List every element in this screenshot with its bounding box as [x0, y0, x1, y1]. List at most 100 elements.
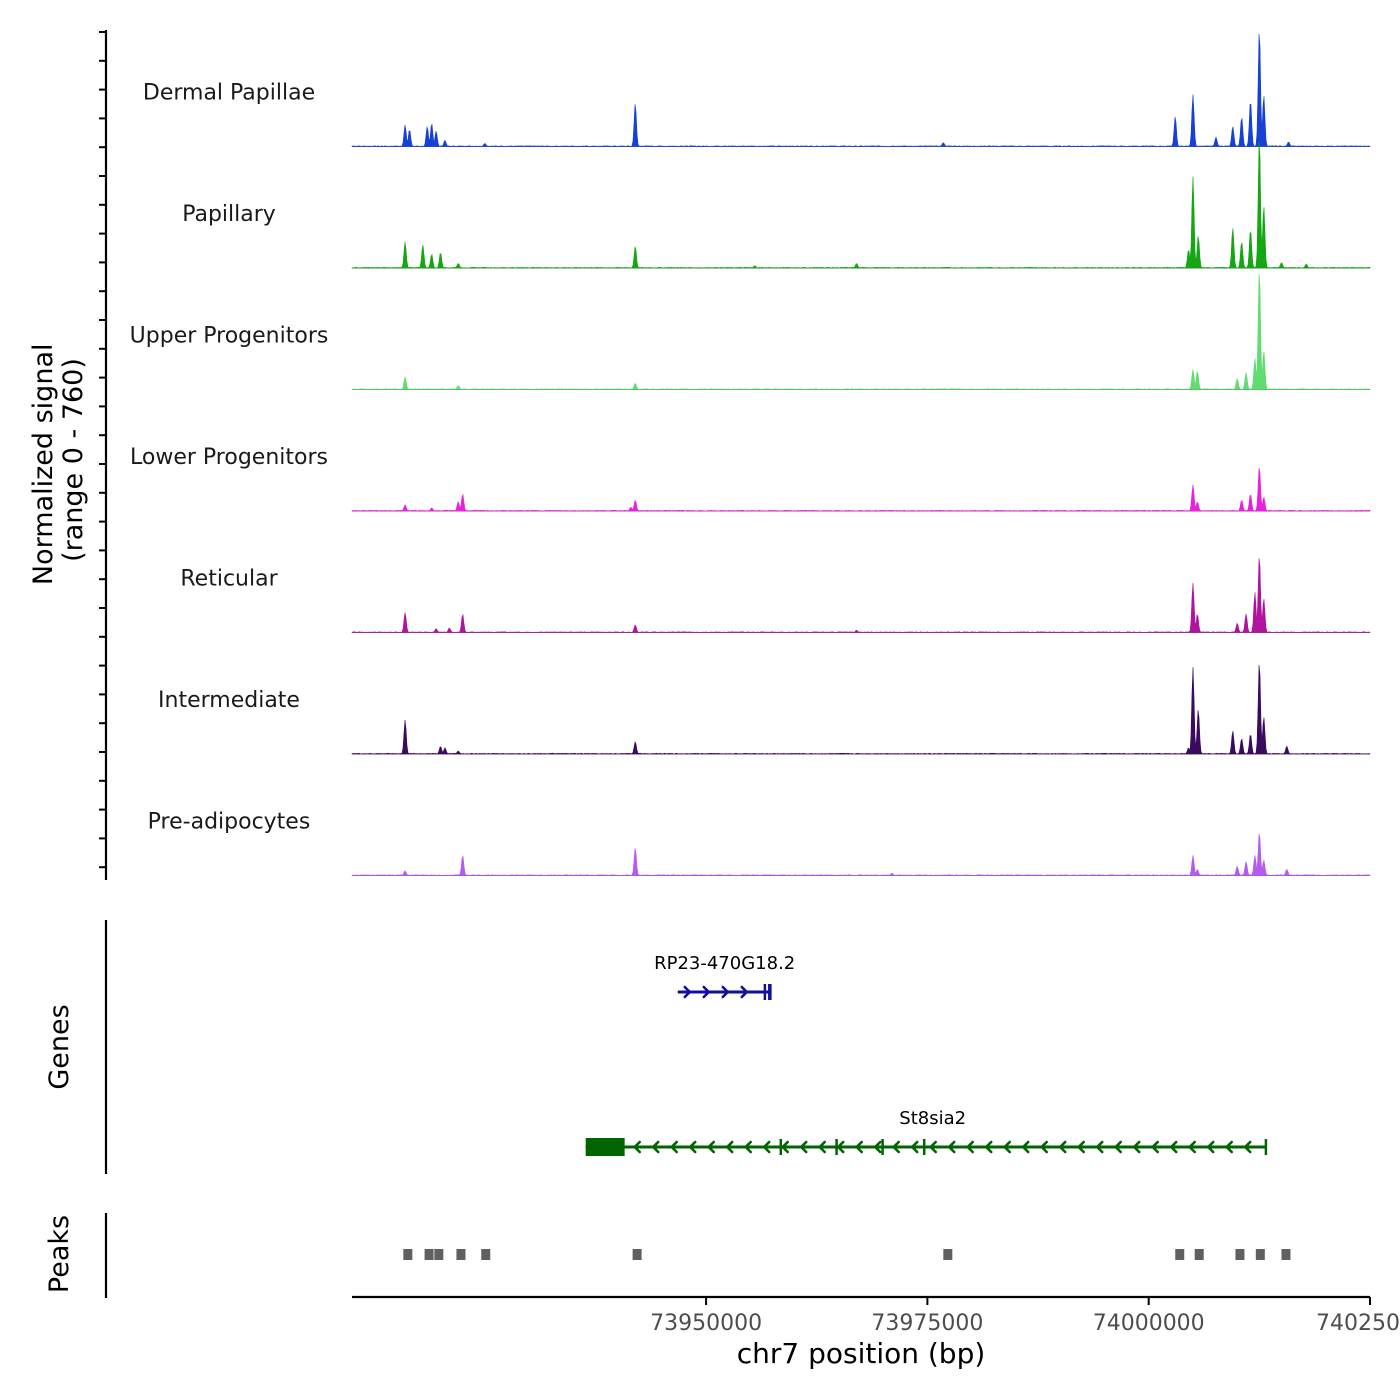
- coverage-signal-area: [351, 558, 1371, 633]
- genes-panel: Genes RP23-470G18.2 St8sia2: [44, 920, 1268, 1174]
- gene-strand-arrow: [1187, 1140, 1196, 1154]
- coverage-track-label: Upper Progenitors: [130, 324, 329, 349]
- gene-exon: [1264, 1139, 1268, 1155]
- peak-region: [456, 1249, 466, 1260]
- gene-name-label: RP23-470G18.2: [654, 953, 795, 974]
- gene-strand-arrow: [1113, 1140, 1122, 1154]
- peak-region: [1281, 1249, 1291, 1260]
- gene-strand-arrow: [725, 1140, 734, 1154]
- gene-models: RP23-470G18.2 St8sia2: [585, 953, 1268, 1156]
- peak-region: [481, 1249, 491, 1260]
- coverage-signal-area: [351, 467, 1371, 512]
- peak-region: [632, 1249, 642, 1260]
- coverage-y-ticks: [99, 31, 106, 869]
- coverage-signal-area: [351, 142, 1371, 269]
- coverage-track: Dermal Papillae: [143, 33, 1371, 147]
- gene-strand-arrow: [1150, 1140, 1159, 1154]
- peak-region: [1175, 1249, 1185, 1260]
- gene-strand-arrow: [836, 1140, 845, 1154]
- gene-strand-arrow: [1243, 1140, 1252, 1154]
- gene-strand-arrow: [1021, 1140, 1030, 1154]
- gene-model: St8sia2: [585, 1108, 1268, 1156]
- gene-strand-arrow: [688, 1140, 697, 1154]
- gene-strand-arrow: [762, 1140, 771, 1154]
- gene-exon: [768, 984, 772, 1000]
- peak-region: [1194, 1249, 1204, 1260]
- peaks-panel: Peaks: [44, 1213, 1291, 1298]
- coverage-track: Reticular: [180, 558, 1371, 633]
- gene-strand-arrow: [632, 1140, 641, 1154]
- gene-strand-arrow: [891, 1140, 900, 1154]
- gene-strand-arrow: [1169, 1140, 1178, 1154]
- gene-strand-arrow: [910, 1140, 919, 1154]
- coverage-track: Papillary: [182, 142, 1371, 269]
- coverage-track-label: Reticular: [180, 567, 278, 592]
- gene-strand-arrow: [984, 1140, 993, 1154]
- x-axis-label: chr7 position (bp): [737, 1337, 986, 1370]
- gene-strand-arrow: [702, 985, 711, 999]
- gene-strand-arrow: [1206, 1140, 1215, 1154]
- gene-strand-arrow: [706, 1140, 715, 1154]
- x-axis-ticks: 73950000 73975000 74000000 740250: [650, 1297, 1400, 1336]
- coverage-track: Lower Progenitors: [130, 445, 1371, 512]
- x-axis-tick-label: 740250: [1316, 1311, 1400, 1336]
- coverage-signal-area: [351, 665, 1371, 755]
- gene-strand-arrow: [721, 985, 730, 999]
- peaks-panel-label: Peaks: [44, 1215, 75, 1293]
- gene-strand-arrow: [1002, 1140, 1011, 1154]
- gene-strand-arrow: [1058, 1140, 1067, 1154]
- gene-strand-arrow: [947, 1140, 956, 1154]
- gene-exon: [585, 1138, 625, 1156]
- coverage-y-axis-label: Normalized signal (range 0 - 760): [28, 335, 89, 585]
- coverage-tracks: Dermal Papillae Papillary Upper Progenitor…: [130, 33, 1371, 876]
- coverage-track: Intermediate: [158, 665, 1371, 755]
- coverage-track-label: Intermediate: [158, 688, 300, 713]
- coverage-track-label: Papillary: [182, 202, 276, 227]
- gene-exon: [763, 984, 767, 1000]
- gene-name-label: St8sia2: [899, 1108, 966, 1129]
- gene-strand-arrow: [1132, 1140, 1141, 1154]
- gene-strand-arrow: [1224, 1140, 1233, 1154]
- peak-region: [403, 1249, 413, 1260]
- gene-strand-arrow: [928, 1140, 937, 1154]
- coverage-panel: Normalized signal (range 0 - 760) Dermal…: [28, 30, 1371, 880]
- gene-strand-arrow: [743, 1140, 752, 1154]
- peak-regions: [403, 1249, 1291, 1260]
- x-axis-tick-label: 74000000: [1093, 1311, 1205, 1336]
- x-axis: 73950000 73975000 74000000 740250 chr7 posi…: [352, 1295, 1400, 1370]
- coverage-track-label: Pre-adipocytes: [148, 810, 311, 835]
- gene-exon: [881, 1139, 884, 1155]
- gene-model: RP23-470G18.2: [654, 953, 795, 1000]
- coverage-signal-area: [351, 273, 1371, 390]
- gene-strand-arrow: [780, 1140, 789, 1154]
- genes-panel-label: Genes: [44, 1004, 75, 1089]
- coverage-signal-area: [351, 33, 1371, 147]
- gene-strand-arrow: [817, 1140, 826, 1154]
- gene-strand-arrow: [1076, 1140, 1085, 1154]
- gene-exon: [835, 1139, 838, 1155]
- gene-strand-arrow: [740, 985, 749, 999]
- coverage-y-axis-label-line2: (range 0 - 760): [58, 358, 89, 562]
- gene-strand-arrow: [854, 1140, 863, 1154]
- peak-region: [424, 1249, 434, 1260]
- gene-strand-arrow: [799, 1140, 808, 1154]
- peak-region: [1235, 1249, 1245, 1260]
- peak-region: [434, 1249, 444, 1260]
- gene-strand-arrow: [965, 1140, 974, 1154]
- peak-region: [943, 1249, 953, 1260]
- gene-strand-arrow: [651, 1140, 660, 1154]
- coverage-track-label: Dermal Papillae: [143, 81, 315, 106]
- gene-strand-arrow: [1039, 1140, 1048, 1154]
- x-axis-tick-label: 73950000: [650, 1311, 762, 1336]
- gene-strand-arrow: [669, 1140, 678, 1154]
- coverage-track: Pre-adipocytes: [148, 810, 1371, 876]
- x-axis-tick-label: 73975000: [871, 1311, 983, 1336]
- coverage-track: Upper Progenitors: [130, 273, 1371, 390]
- coverage-y-axis-label-line1: Normalized signal: [28, 344, 59, 586]
- gene-strand-arrow: [1095, 1140, 1104, 1154]
- coverage-signal-area: [351, 833, 1371, 876]
- gene-strand-arrow: [873, 1140, 882, 1154]
- peak-region: [1255, 1249, 1265, 1260]
- coverage-track-label: Lower Progenitors: [130, 445, 328, 470]
